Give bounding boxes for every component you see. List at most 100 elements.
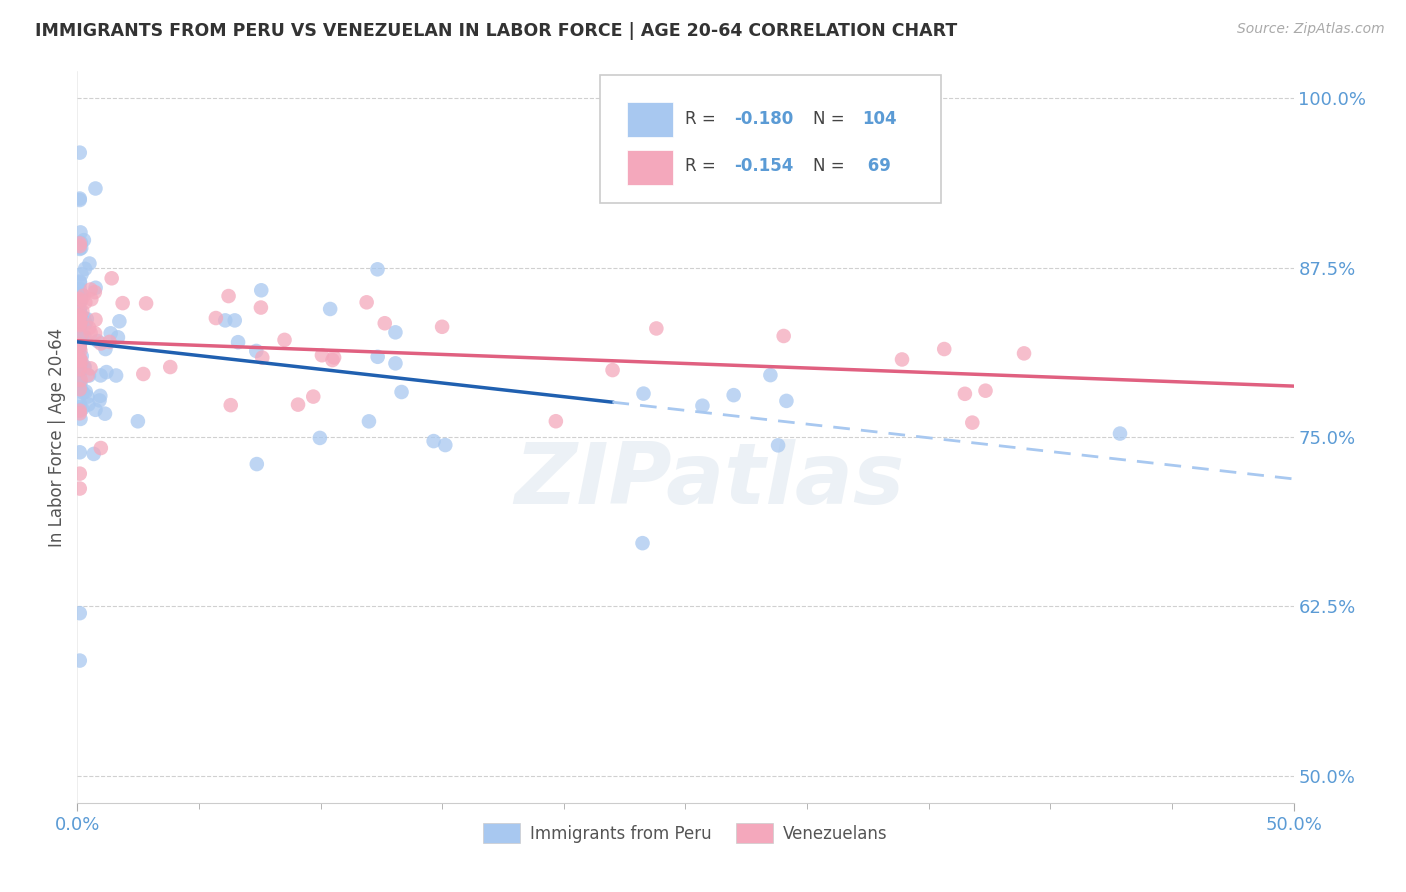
Point (87, 334, 110, 348)
Point (69, 316, 91, 330)
Point (357, 414, 380, 428)
Point (89, 393, 111, 408)
Point (69, 358, 91, 372)
Point (69, 282, 91, 296)
Point (79, 361, 101, 376)
FancyBboxPatch shape (627, 150, 673, 185)
Point (127, 414, 149, 428)
Point (775, 393, 797, 408)
Text: IMMIGRANTS FROM PERU VS VENEZUELAN IN LABOR FORCE | AGE 20-64 CORRELATION CHART: IMMIGRANTS FROM PERU VS VENEZUELAN IN LA… (35, 22, 957, 40)
Point (73, 316, 96, 330)
Text: -0.154: -0.154 (734, 158, 793, 176)
Point (422, 434, 444, 448)
Point (70, 331, 93, 345)
Point (367, 350, 389, 364)
Legend: Immigrants from Peru, Venezuelans: Immigrants from Peru, Venezuelans (477, 817, 894, 849)
Point (69, 306, 91, 320)
Point (69, 373, 91, 387)
Point (246, 457, 269, 471)
Point (90, 441, 112, 455)
Point (250, 283, 273, 297)
Text: 69: 69 (862, 158, 890, 176)
Point (219, 398, 242, 412)
Point (214, 313, 236, 327)
Point (108, 314, 131, 328)
Point (366, 262, 388, 277)
Point (90, 336, 112, 351)
Point (69, 239, 91, 253)
Point (69, 467, 91, 481)
Point (77, 321, 100, 335)
Point (250, 301, 273, 315)
Y-axis label: In Labor Force | Age 20-64: In Labor Force | Age 20-64 (48, 327, 66, 547)
Point (302, 390, 325, 404)
Text: N =: N = (813, 110, 845, 128)
Point (69, 343, 91, 358)
Point (94, 407, 117, 421)
Point (83, 285, 105, 299)
Point (759, 368, 782, 383)
Point (96, 365, 118, 379)
Point (69, 400, 91, 414)
Point (69, 318, 91, 332)
Point (70, 293, 93, 308)
Point (69, 359, 91, 373)
Point (434, 438, 457, 452)
Point (384, 326, 406, 340)
Point (69, 292, 91, 306)
Text: R =: R = (686, 110, 716, 128)
Point (70, 287, 93, 301)
Text: 104: 104 (862, 110, 897, 128)
Point (98, 334, 121, 349)
Point (73, 233, 96, 247)
Point (1012, 346, 1035, 360)
Point (84, 326, 107, 341)
Point (94, 342, 117, 356)
Point (321, 353, 343, 368)
Point (934, 342, 956, 356)
Point (69, 352, 91, 367)
Point (77, 368, 100, 383)
Point (83, 447, 105, 461)
Point (73, 310, 96, 325)
Point (319, 301, 342, 316)
Point (72, 304, 94, 318)
Point (391, 384, 413, 399)
Point (218, 289, 240, 303)
Point (69, 338, 91, 352)
Point (633, 386, 655, 401)
Point (974, 384, 997, 398)
Point (105, 368, 128, 383)
Point (70, 241, 93, 255)
Point (69, 372, 91, 386)
Point (891, 352, 914, 367)
FancyBboxPatch shape (627, 102, 673, 137)
Point (69, 482, 91, 496)
Point (69, 606, 91, 620)
Point (72, 385, 94, 400)
Point (69, 275, 91, 289)
Point (69, 341, 91, 355)
Point (645, 321, 668, 335)
Point (69, 445, 91, 459)
Point (69, 353, 91, 368)
Point (77, 398, 100, 412)
Point (69, 334, 91, 349)
Point (72, 401, 94, 416)
Point (953, 386, 976, 401)
Point (69, 382, 91, 396)
Point (69, 359, 91, 373)
Point (73, 359, 96, 374)
Point (69, 301, 91, 316)
Point (73, 361, 96, 376)
Point (69, 276, 91, 290)
Point (69, 412, 91, 426)
Point (70, 349, 93, 363)
Point (69, 332, 91, 346)
Point (69, 236, 91, 251)
Point (69, 374, 91, 388)
Point (69, 403, 91, 417)
Point (84, 312, 107, 326)
Point (69, 351, 91, 365)
Point (69, 654, 91, 668)
